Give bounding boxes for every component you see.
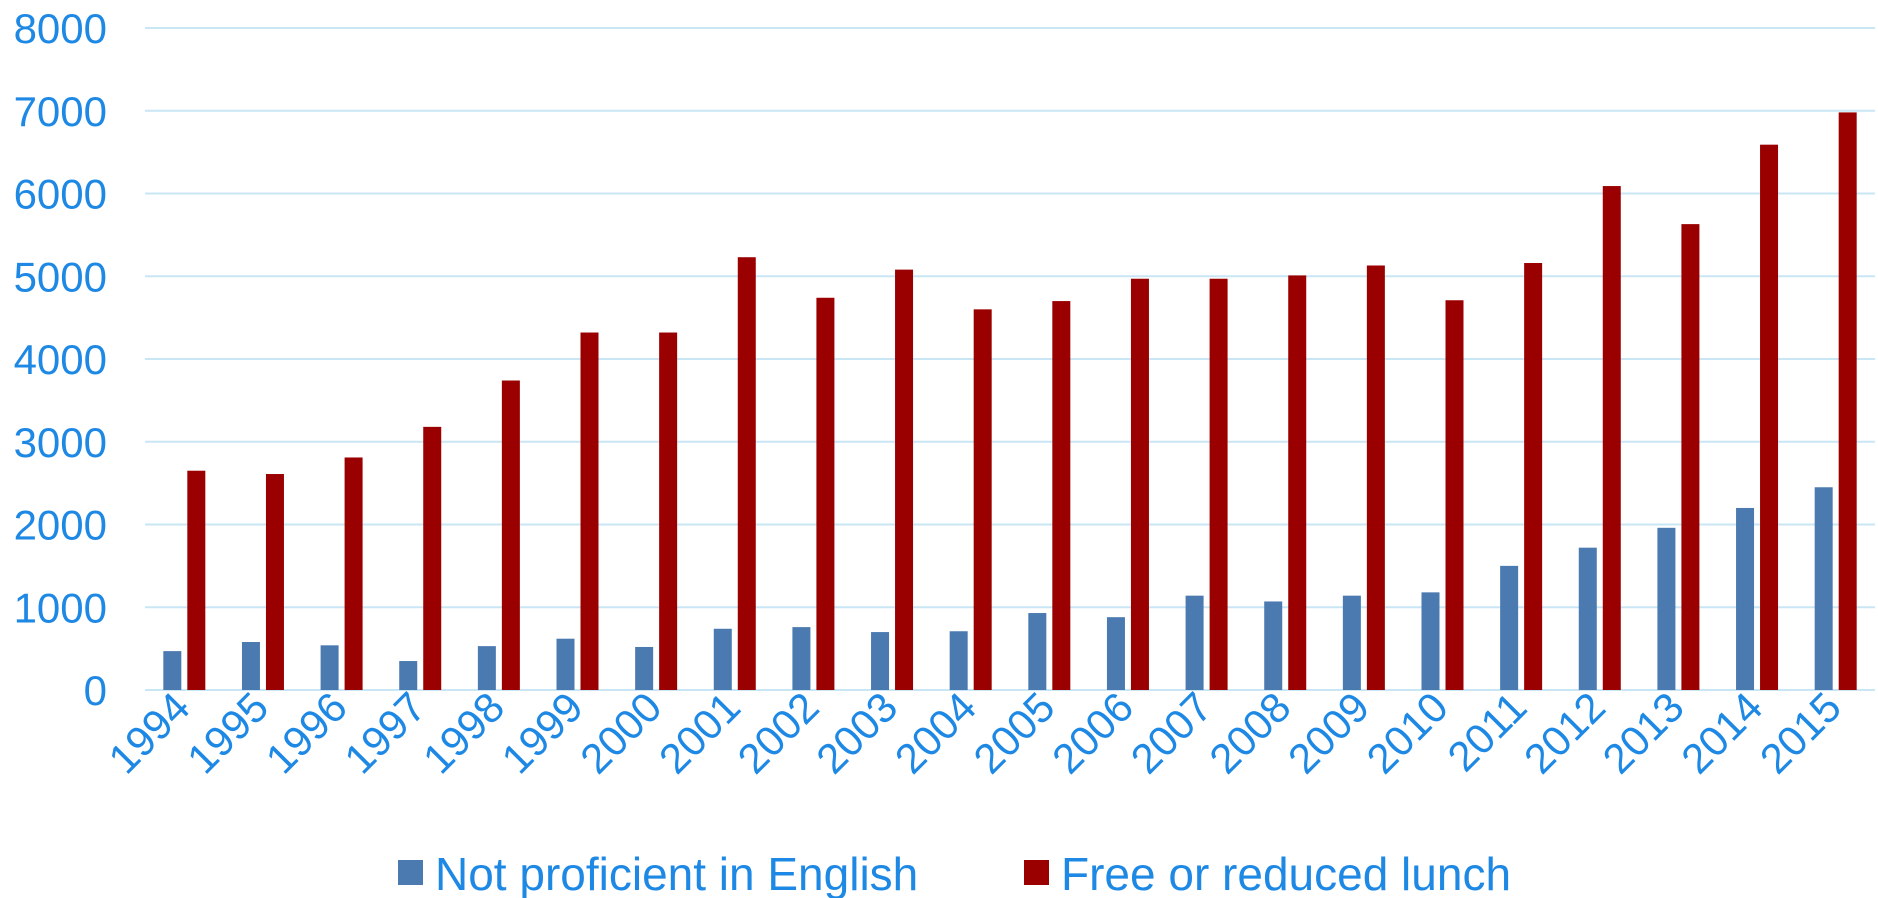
x-tick-label: 2003	[807, 683, 906, 782]
bar-free-lunch-1996	[344, 457, 363, 690]
bar-not-proficient-1994	[163, 651, 182, 690]
x-tick-label: 2002	[728, 683, 827, 782]
bar-not-proficient-2009	[1342, 595, 1361, 690]
legend-swatch-free-lunch	[1024, 860, 1049, 885]
y-tick-label: 3000	[14, 419, 107, 466]
legend-label-free-lunch: Free or reduced lunch	[1061, 848, 1511, 898]
x-tick-label: 2014	[1672, 683, 1771, 782]
bar-not-proficient-2014	[1736, 507, 1755, 690]
bar-not-proficient-1999	[556, 638, 575, 690]
bar-free-lunch-1998	[501, 380, 520, 690]
bar-not-proficient-2003	[871, 632, 890, 690]
bar-not-proficient-2005	[1028, 613, 1047, 690]
bar-not-proficient-1998	[477, 646, 496, 690]
y-tick-label: 5000	[14, 253, 107, 300]
bars	[163, 112, 1857, 691]
bar-free-lunch-1997	[423, 426, 442, 690]
bar-not-proficient-2001	[713, 628, 732, 690]
bar-free-lunch-1995	[265, 474, 284, 690]
bar-not-proficient-2012	[1578, 547, 1597, 690]
bar-free-lunch-2013	[1681, 224, 1700, 690]
x-tick-label: 2009	[1279, 683, 1378, 782]
x-tick-label: 2012	[1515, 683, 1614, 782]
y-tick-label: 0	[84, 667, 107, 714]
bar-free-lunch-2003	[895, 269, 914, 690]
y-axis: 0 1000 2000 3000 4000 5000 6000 7000 8000	[14, 5, 107, 714]
bar-not-proficient-2002	[792, 627, 811, 690]
y-tick-label: 6000	[14, 171, 107, 218]
bar-not-proficient-1996	[320, 645, 339, 690]
x-tick-label: 2000	[571, 683, 670, 782]
bar-free-lunch-2014	[1760, 144, 1779, 691]
x-axis: 1994199519961997199819992000200120022003…	[99, 683, 1850, 782]
bar-free-lunch-2002	[816, 297, 835, 690]
x-tick-label: 2004	[886, 683, 985, 782]
y-tick-label: 1000	[14, 584, 107, 631]
bar-not-proficient-2015	[1814, 487, 1833, 690]
x-tick-label: 1997	[335, 683, 434, 782]
y-tick-label: 7000	[14, 88, 107, 135]
x-tick-label: 2007	[1122, 683, 1221, 782]
bar-free-lunch-2011	[1524, 263, 1543, 690]
bar-free-lunch-2006	[1130, 278, 1149, 690]
bar-not-proficient-2006	[1106, 617, 1125, 690]
bar-not-proficient-2004	[949, 631, 968, 690]
x-tick-label: 1999	[493, 683, 592, 782]
x-tick-label: 2006	[1043, 683, 1142, 782]
x-tick-label: 2010	[1358, 683, 1457, 782]
x-tick-label: 1994	[99, 683, 198, 782]
y-tick-label: 8000	[14, 5, 107, 52]
legend: Not proficient in English Free or reduce…	[398, 848, 1511, 898]
x-tick-label: 2005	[964, 683, 1063, 782]
bar-not-proficient-2013	[1657, 527, 1676, 690]
bar-not-proficient-1997	[399, 661, 418, 690]
bar-free-lunch-1999	[580, 332, 599, 690]
bar-not-proficient-2010	[1421, 592, 1440, 690]
bar-not-proficient-1995	[241, 642, 260, 690]
x-tick-label: 1995	[178, 683, 277, 782]
bar-free-lunch-2005	[1052, 301, 1071, 690]
x-tick-label: 1996	[257, 683, 356, 782]
bar-free-lunch-2010	[1445, 300, 1464, 690]
y-tick-label: 4000	[14, 336, 107, 383]
bar-free-lunch-2015	[1838, 112, 1857, 690]
x-tick-label: 2011	[1438, 683, 1535, 780]
x-tick-label: 2015	[1751, 683, 1850, 782]
y-tick-label: 2000	[14, 502, 107, 549]
bar-free-lunch-1994	[187, 470, 206, 690]
legend-swatch-not-proficient	[398, 860, 423, 885]
x-tick-label: 2001	[650, 683, 749, 782]
bar-not-proficient-2008	[1264, 601, 1283, 690]
bar-free-lunch-2001	[737, 257, 756, 690]
bar-free-lunch-2000	[659, 332, 678, 690]
bar-free-lunch-2012	[1602, 186, 1621, 691]
legend-label-not-proficient: Not proficient in English	[435, 848, 918, 898]
bar-not-proficient-2000	[635, 646, 654, 690]
bar-free-lunch-2004	[973, 309, 992, 690]
x-tick-label: 2008	[1200, 683, 1299, 782]
x-tick-label: 1998	[414, 683, 513, 782]
bar-free-lunch-2009	[1366, 265, 1385, 690]
x-tick-label: 2013	[1593, 683, 1692, 782]
bar-not-proficient-2007	[1185, 595, 1204, 690]
bar-free-lunch-2008	[1288, 275, 1307, 690]
bar-free-lunch-2007	[1209, 278, 1228, 690]
bar-not-proficient-2011	[1500, 565, 1519, 690]
